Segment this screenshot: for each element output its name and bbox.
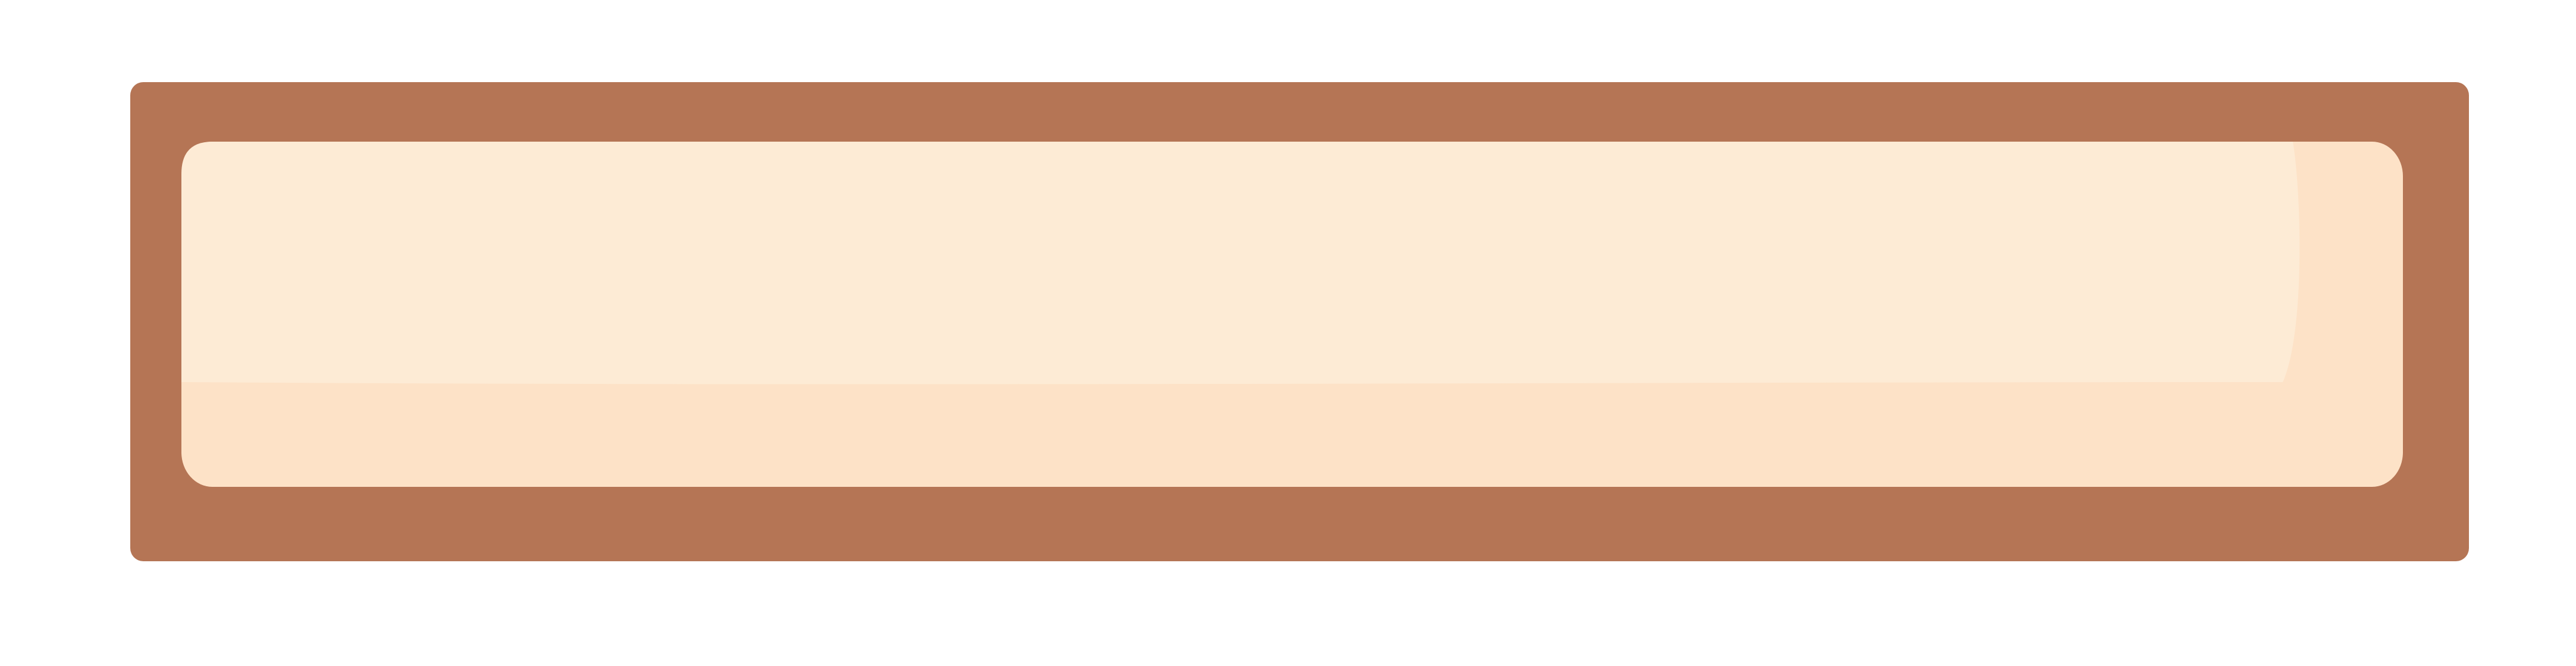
text-panel-frame: [130, 82, 2469, 561]
